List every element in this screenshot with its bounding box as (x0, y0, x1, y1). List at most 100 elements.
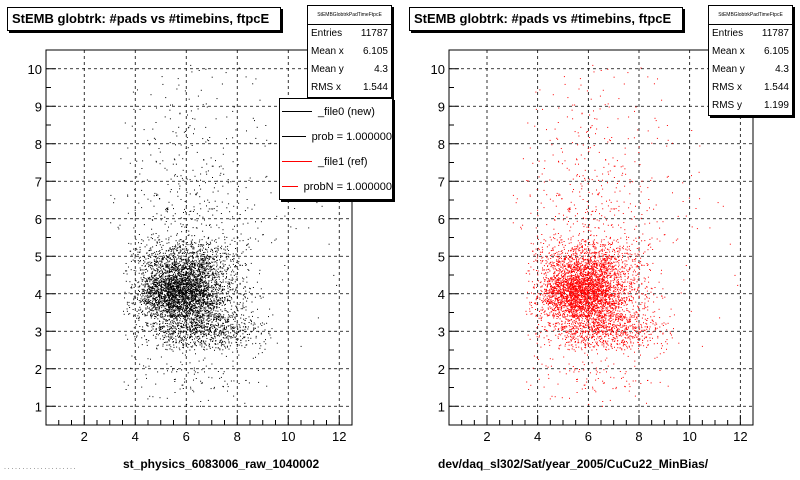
data-point (177, 254, 179, 256)
data-point (188, 293, 190, 294)
data-point (200, 272, 201, 274)
data-point (200, 289, 202, 291)
data-point (150, 314, 152, 316)
data-point (197, 324, 199, 326)
data-point (184, 266, 186, 268)
data-point (239, 180, 241, 182)
data-point (178, 296, 180, 298)
data-point (179, 335, 181, 337)
data-point (153, 295, 155, 297)
data-point (146, 324, 148, 326)
data-point (168, 275, 170, 277)
data-point (194, 298, 196, 300)
data-point (227, 267, 229, 269)
data-point (185, 302, 187, 304)
data-point (152, 252, 154, 254)
data-point (176, 268, 178, 270)
data-point (142, 289, 144, 291)
data-point (171, 262, 173, 264)
data-point (216, 276, 218, 278)
data-point (199, 253, 201, 255)
data-point (144, 283, 146, 285)
data-point (160, 214, 162, 216)
data-point (154, 290, 156, 292)
data-point (180, 308, 182, 310)
data-point (189, 293, 191, 295)
data-point (212, 208, 214, 210)
data-point (270, 337, 272, 339)
data-point (205, 326, 207, 328)
data-point (171, 263, 173, 265)
data-point (221, 271, 223, 273)
data-point (200, 188, 202, 190)
data-point (240, 342, 242, 344)
data-point (156, 296, 158, 298)
data-point (227, 245, 229, 247)
data-point (155, 260, 157, 262)
data-point (154, 192, 156, 194)
data-point (143, 194, 145, 196)
data-point (193, 331, 195, 333)
data-point (161, 305, 163, 307)
data-point (203, 299, 205, 301)
data-point (199, 291, 201, 292)
data-point (201, 341, 203, 343)
data-point (249, 319, 251, 321)
data-point (208, 236, 210, 238)
data-point (160, 313, 162, 315)
data-point (212, 251, 214, 253)
data-point (159, 311, 161, 313)
data-point (178, 257, 180, 259)
data-point (202, 292, 203, 294)
data-point (144, 298, 146, 299)
data-point (168, 257, 170, 259)
data-point (173, 286, 175, 288)
data-point (151, 274, 153, 276)
data-point (137, 294, 139, 295)
data-point (213, 264, 215, 266)
data-point (179, 349, 181, 351)
data-point (206, 335, 207, 337)
data-point (175, 264, 176, 266)
data-point (172, 300, 174, 302)
data-point (239, 293, 241, 295)
data-point (174, 299, 176, 301)
data-point (152, 294, 154, 296)
data-point (208, 277, 210, 278)
data-point (131, 302, 133, 304)
data-point (232, 288, 234, 290)
data-point (197, 303, 199, 305)
data-point (150, 300, 152, 301)
data-point (186, 289, 188, 291)
data-point (151, 316, 153, 317)
data-point (214, 335, 215, 337)
data-point (194, 321, 196, 323)
data-point (177, 271, 179, 273)
data-point (167, 303, 169, 305)
data-point (226, 248, 228, 250)
data-point (215, 301, 217, 303)
data-point (185, 316, 187, 318)
data-point (208, 256, 210, 258)
data-point (227, 337, 229, 339)
data-point (225, 278, 227, 280)
data-point (167, 329, 168, 331)
data-point (159, 260, 161, 262)
data-point (169, 271, 171, 273)
data-point (257, 240, 259, 242)
data-point (257, 326, 259, 328)
data-point (172, 298, 174, 300)
data-point (158, 327, 160, 329)
data-point (173, 317, 175, 319)
data-point (170, 321, 172, 323)
data-point (191, 288, 193, 290)
data-point (145, 301, 147, 303)
data-point (176, 288, 178, 290)
data-point (220, 332, 222, 334)
data-point (221, 304, 223, 306)
data-point (256, 281, 258, 283)
data-point (207, 256, 209, 258)
data-point (137, 254, 139, 255)
data-point (203, 283, 205, 285)
data-point (205, 103, 207, 105)
